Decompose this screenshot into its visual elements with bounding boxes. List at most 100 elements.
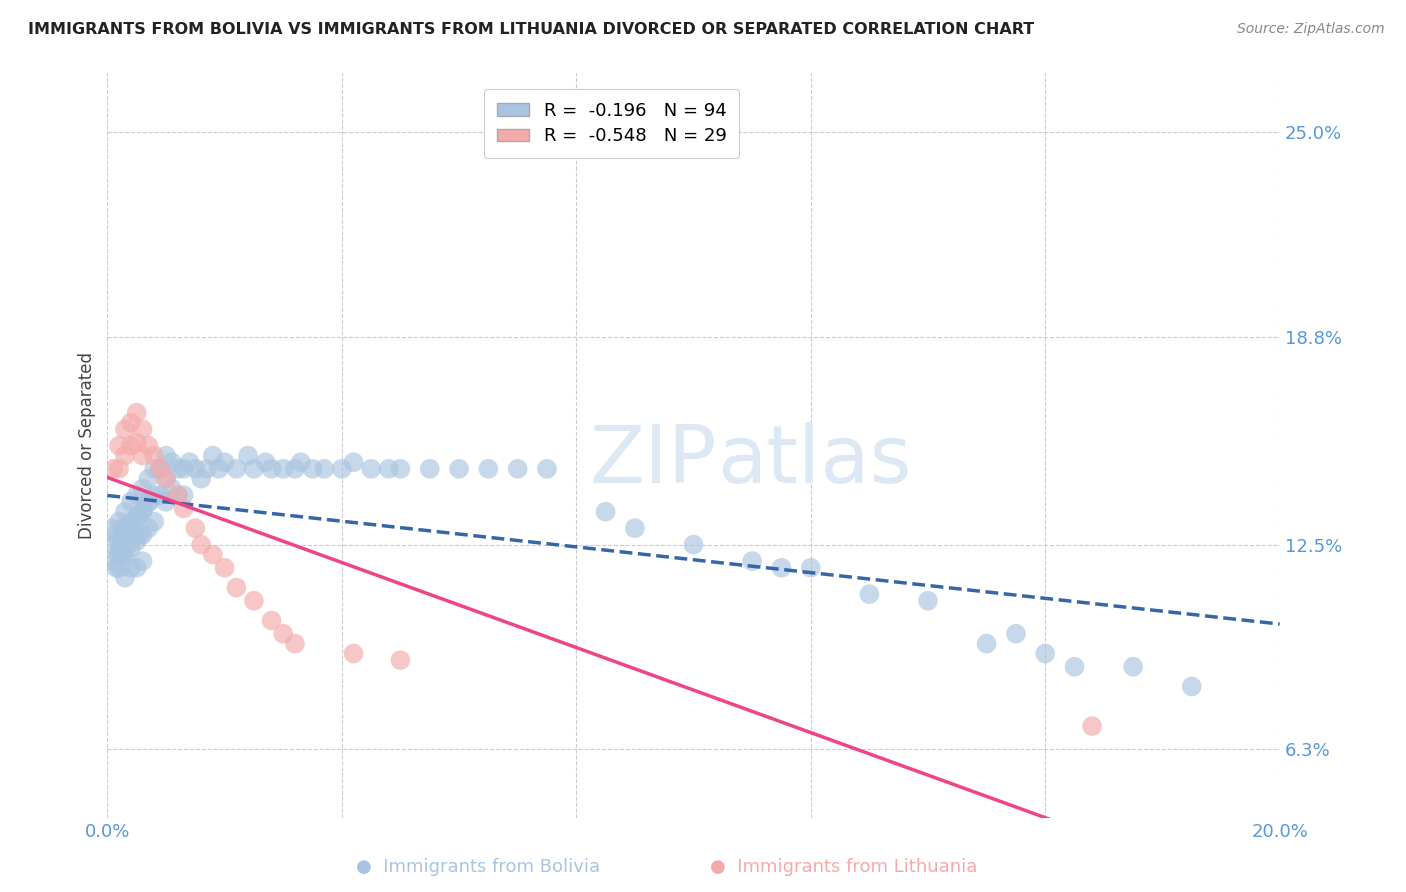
Point (225, 462, 247, 476)
Point (108, 515, 131, 529)
Point (149, 488, 172, 502)
Point (271, 462, 294, 476)
Text: ●  Immigrants from Bolivia: ● Immigrants from Bolivia (356, 858, 600, 876)
Point (260, 614, 283, 628)
Text: ●  Immigrants from Lithuania: ● Immigrants from Lithuania (710, 858, 977, 876)
Point (111, 521, 134, 535)
Point (131, 482, 153, 496)
Point (125, 561, 148, 575)
Point (214, 455, 236, 469)
Point (155, 449, 177, 463)
Point (125, 435, 148, 450)
Point (120, 561, 142, 575)
Point (101, 521, 124, 535)
Point (173, 488, 195, 502)
Point (195, 462, 218, 476)
Point (360, 462, 382, 476)
Point (120, 416, 142, 430)
Point (208, 462, 231, 476)
Point (115, 521, 138, 535)
Point (120, 521, 142, 535)
Point (114, 449, 136, 463)
Point (155, 472, 177, 486)
Point (858, 587, 880, 601)
Point (917, 593, 939, 607)
Point (143, 515, 166, 529)
Point (1081, 719, 1104, 733)
Point (800, 561, 823, 575)
Point (131, 422, 153, 436)
Point (260, 462, 283, 476)
Point (128, 528, 150, 542)
Point (190, 538, 212, 552)
Point (143, 449, 166, 463)
Point (143, 488, 166, 502)
Point (342, 455, 364, 469)
Point (243, 462, 266, 476)
Point (173, 501, 195, 516)
Point (108, 561, 131, 575)
Point (314, 462, 336, 476)
Point (595, 505, 617, 519)
Y-axis label: Divorced or Separated: Divorced or Separated (79, 352, 96, 540)
Point (108, 462, 131, 476)
Point (138, 439, 160, 453)
Point (271, 626, 294, 640)
Point (1063, 659, 1085, 673)
Point (143, 462, 166, 476)
Point (122, 528, 145, 542)
Point (138, 472, 160, 486)
Point (184, 521, 207, 535)
Point (190, 472, 212, 486)
Point (166, 488, 188, 502)
Point (110, 541, 132, 555)
Point (114, 548, 136, 562)
Point (477, 462, 499, 476)
Point (236, 449, 259, 463)
Point (108, 534, 131, 549)
Point (138, 495, 160, 509)
Point (131, 554, 153, 568)
Text: ZIP: ZIP (589, 422, 717, 500)
Point (114, 571, 136, 585)
Point (377, 462, 399, 476)
Point (121, 515, 143, 529)
Point (103, 554, 125, 568)
Point (166, 488, 188, 502)
Point (389, 653, 412, 667)
Point (290, 455, 312, 469)
Point (330, 462, 353, 476)
Point (201, 548, 224, 562)
Point (1033, 647, 1056, 661)
Point (103, 462, 125, 476)
Point (624, 521, 647, 535)
Point (166, 462, 188, 476)
Point (160, 482, 183, 496)
Point (103, 538, 125, 552)
Point (342, 647, 364, 661)
Text: IMMIGRANTS FROM BOLIVIA VS IMMIGRANTS FROM LITHUANIA DIVORCED OR SEPARATED CORRE: IMMIGRANTS FROM BOLIVIA VS IMMIGRANTS FR… (28, 22, 1035, 37)
Point (138, 521, 160, 535)
Point (105, 528, 128, 542)
Point (111, 548, 134, 562)
Point (225, 581, 247, 595)
Point (120, 541, 142, 555)
Point (114, 422, 136, 436)
Point (770, 561, 793, 575)
Point (214, 561, 236, 575)
Point (179, 455, 201, 469)
Point (155, 472, 177, 486)
Point (125, 511, 148, 525)
Point (284, 637, 307, 651)
Point (173, 462, 195, 476)
Point (117, 538, 139, 552)
Point (131, 449, 153, 463)
Point (1005, 626, 1028, 640)
Point (105, 561, 128, 575)
Point (201, 449, 224, 463)
Point (449, 462, 471, 476)
Point (506, 462, 529, 476)
Point (536, 462, 558, 476)
Point (149, 462, 172, 476)
Point (254, 455, 277, 469)
